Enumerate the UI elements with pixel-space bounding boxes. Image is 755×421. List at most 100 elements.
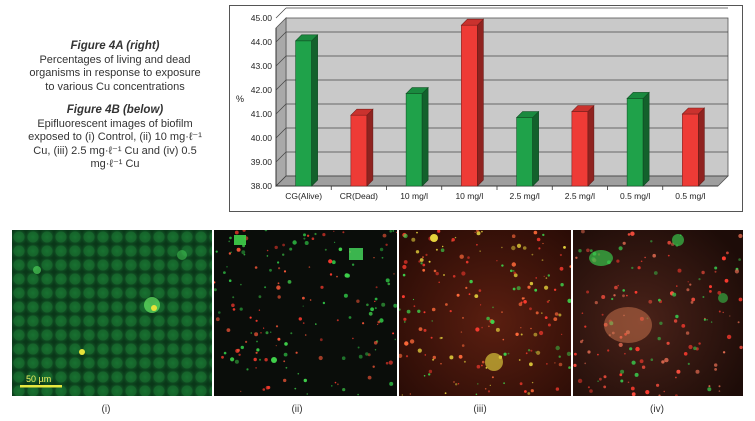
fluorescent-cell (676, 285, 678, 287)
fluorescent-cell (308, 266, 311, 268)
fluorescent-cell (401, 295, 405, 299)
fluorescent-cell (599, 377, 602, 381)
fluorescent-cell (419, 258, 424, 262)
fluorescent-cell (589, 389, 593, 393)
fluorescent-cell (689, 283, 692, 286)
fluorescent-cell (558, 355, 561, 358)
fluorescent-cell (456, 293, 460, 297)
bar-alive (295, 40, 312, 187)
fluorescent-cell (656, 383, 660, 387)
fluorescent-cell (667, 240, 671, 245)
fluorescent-cell (236, 247, 241, 252)
fluorescent-cell (459, 254, 464, 259)
fluorescent-cell (277, 337, 281, 341)
fluorescent-cell (737, 321, 740, 324)
y-tick-label: 45.00 (251, 13, 273, 23)
fluorescent-cell (422, 268, 426, 272)
fluorescent-cell (449, 355, 454, 360)
fluorescent-cell (302, 305, 304, 307)
fluorescent-cell (453, 381, 455, 383)
fluorescent-cell (418, 260, 421, 263)
fluorescent-cell (265, 331, 269, 335)
fluorescent-cell (738, 297, 743, 302)
fluorescent-cell (404, 321, 406, 323)
fluorescent-cell (275, 345, 277, 347)
fluorescent-cell (476, 231, 481, 236)
bar-top (681, 107, 706, 115)
fluorescent-cell (215, 250, 218, 253)
fluorescent-cell (525, 352, 528, 355)
fluorescent-cell (487, 390, 491, 393)
fluorescent-cell (425, 253, 428, 256)
fluorescent-cell (630, 386, 635, 391)
image-panel-iv (573, 230, 743, 396)
fluorescent-cell (507, 352, 510, 355)
fluorescent-cell (481, 360, 485, 364)
fluorescent-cell (577, 378, 583, 384)
fluorescent-cell (242, 230, 246, 232)
fluorescent-cell (333, 230, 335, 232)
fluorescent-cell (415, 250, 420, 254)
x-tick-label: CG(Alive) (285, 191, 322, 201)
fluorescent-cell (522, 246, 527, 250)
fluorescent-cell (432, 358, 435, 361)
fluorescent-cell (560, 283, 564, 287)
fluorescent-cell (527, 392, 531, 395)
fluorescent-cell (533, 332, 538, 337)
panel-label-ii: (ii) (291, 404, 303, 415)
biofilm-image-10mg (214, 230, 397, 396)
fluorescent-cell (403, 260, 408, 264)
fluorescent-cell (559, 266, 564, 271)
fluorescent-cell (254, 332, 259, 337)
fluorescent-cell (379, 247, 384, 252)
fluorescent-cell (255, 351, 258, 354)
image-panel-ii (214, 230, 397, 396)
fluorescent-cell (241, 250, 246, 255)
gridline-side (275, 31, 287, 43)
fluorescent-cell (567, 298, 571, 303)
fluorescent-cell (416, 231, 418, 234)
fluorescent-cell (535, 311, 539, 315)
fluorescent-cell (626, 294, 628, 297)
fluorescent-cell (691, 297, 696, 302)
fluorescent-cell (491, 376, 494, 379)
fluorescent-cell (481, 326, 483, 329)
fluorescent-cell (465, 286, 468, 289)
fluorescent-cell (370, 307, 374, 312)
fluorescent-cell (640, 260, 643, 263)
fluorescent-cell (613, 294, 616, 297)
fluorescent-cell (624, 352, 626, 355)
fluorescent-cell (703, 318, 706, 321)
fluorescent-cell (547, 323, 551, 327)
fluorescent-cell (389, 381, 394, 386)
fluorescent-cell (648, 299, 653, 304)
fluorescent-cell (685, 331, 690, 335)
fluorescent-cell (403, 317, 407, 321)
fluorescent-cell (302, 322, 305, 324)
fluorescent-cell (543, 275, 545, 277)
fluorescent-cell (542, 242, 544, 245)
fluorescent-cell (372, 365, 375, 368)
fluorescent-cell (367, 375, 372, 380)
fluorescent-cell (622, 241, 626, 245)
fluorescent-cell (250, 332, 253, 334)
fluorescent-cell (546, 363, 548, 365)
fluorescent-cell (693, 346, 697, 351)
fluorescent-cell (511, 262, 516, 267)
fluorescent-cell (306, 234, 310, 237)
fluorescent-cell (581, 230, 585, 234)
fluorescent-cell (523, 300, 527, 304)
fluorescent-cell (373, 257, 375, 259)
x-tick-label: 2.5 mg/l (510, 191, 540, 201)
fluorescent-cell (630, 231, 635, 236)
fluorescent-cell (573, 363, 577, 367)
fluorescent-cell (258, 295, 262, 299)
bar-dead (350, 114, 368, 187)
figure-caption: Figure 4A (right) Percentages of living … (10, 40, 220, 172)
fluorescent-cell (259, 358, 261, 361)
fluorescent-cell (277, 295, 281, 299)
fluorescent-cell (641, 365, 646, 369)
fig4a-heading: Figure 4A (right) (70, 40, 160, 52)
fluorescent-cell (218, 311, 221, 314)
fluorescent-cell (477, 383, 479, 385)
